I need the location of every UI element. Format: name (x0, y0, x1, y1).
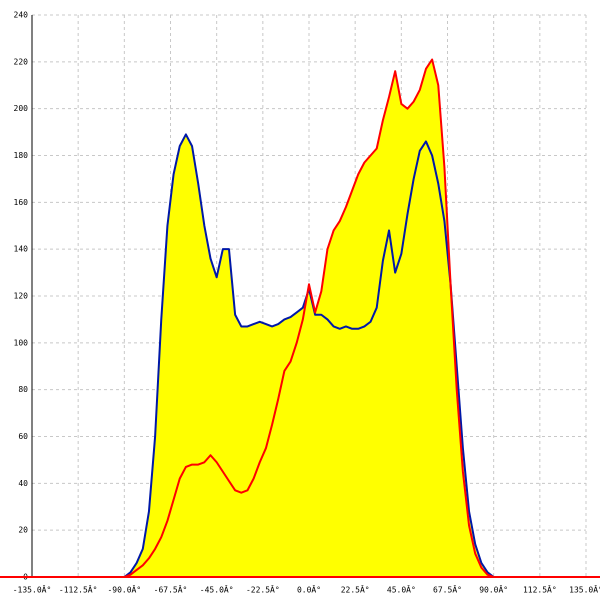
y-tick-label: 200 (14, 104, 29, 113)
y-tick-label: 220 (14, 57, 29, 66)
y-tick-label: 40 (18, 479, 28, 488)
y-tick-label: 80 (18, 385, 28, 394)
x-tick-label: 45.0Â° (387, 584, 416, 595)
x-tick-label: 90.0Â° (479, 584, 508, 595)
x-tick-label: 112.5Â° (523, 584, 557, 595)
y-tick-label: 60 (18, 432, 28, 441)
y-tick-label: 240 (14, 11, 29, 20)
y-tick-label: 160 (14, 198, 29, 207)
y-tick-label: 20 (18, 526, 28, 535)
x-tick-label: 67.5Â° (433, 584, 462, 595)
y-tick-label: 120 (14, 292, 29, 301)
line (123, 58, 495, 578)
x-tick-label: -22.5Â° (246, 584, 280, 595)
x-tick-label: -135.0Â° (13, 584, 52, 595)
y-tick-label: 140 (14, 245, 29, 254)
y-tick-label: 100 (14, 338, 29, 347)
x-tick-label: -90.0Â° (107, 584, 141, 595)
x-tick-label: 22.5Â° (341, 584, 370, 595)
x-tick-label: -67.5Â° (154, 584, 188, 595)
x-tick-label: -45.0Â° (200, 584, 234, 595)
y-tick-label: 180 (14, 151, 29, 160)
x-tick-label: 0.0Â° (297, 584, 321, 595)
x-tick-label: -112.5Â° (59, 584, 98, 595)
area (124, 59, 494, 578)
x-tick-label: 135.0Â° (569, 584, 600, 595)
